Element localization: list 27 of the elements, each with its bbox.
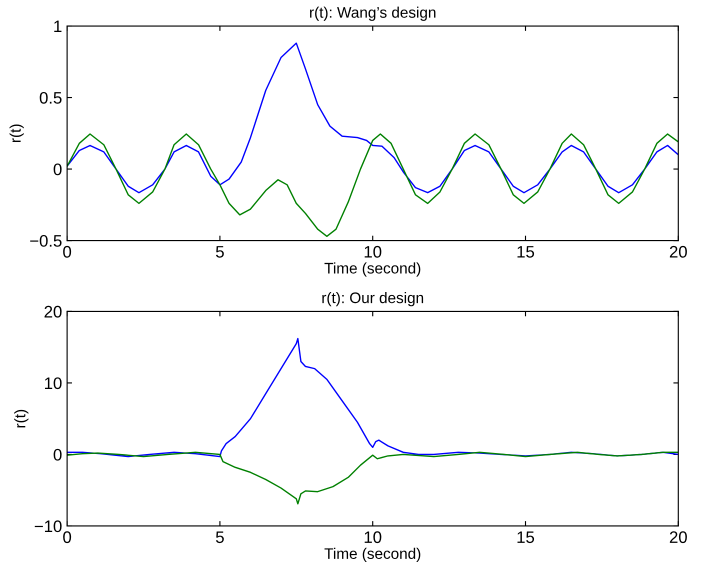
x-tick-label: 20 (670, 246, 687, 258)
y-tick-label: −10 (34, 520, 62, 532)
y-tick-label: 10 (44, 377, 62, 390)
x-tick-label: 15 (518, 531, 534, 544)
x-tick-label: 0 (63, 246, 72, 258)
x-tick-label: 5 (216, 531, 224, 544)
line-series (67, 42, 678, 194)
x-axis-title: Time (second) (324, 548, 420, 562)
y-tick-label: 0 (54, 163, 62, 176)
chart-title: r(t): Our design (322, 292, 424, 306)
y-tick-label: 20 (44, 306, 62, 318)
y-tick-label: 0.5 (40, 92, 62, 104)
x-axis-title: Time (second) (324, 262, 420, 277)
y-axis-title: r(t) (10, 124, 24, 142)
y-tick-label: 0 (54, 448, 62, 461)
y-axis-title: r(t) (14, 410, 28, 428)
y-tick-label: −0.5 (30, 234, 62, 247)
x-tick-label: 10 (364, 531, 382, 544)
x-tick-label: 10 (364, 246, 382, 258)
y-tick-label: 1 (54, 20, 62, 32)
x-tick-label: 15 (518, 246, 534, 258)
line-series (67, 133, 678, 237)
line-series (67, 452, 678, 504)
x-tick-label: 20 (670, 531, 687, 544)
x-tick-label: 5 (216, 246, 224, 258)
x-tick-label: 0 (63, 531, 72, 544)
chart-title: r(t): Wang’s design (310, 6, 436, 21)
